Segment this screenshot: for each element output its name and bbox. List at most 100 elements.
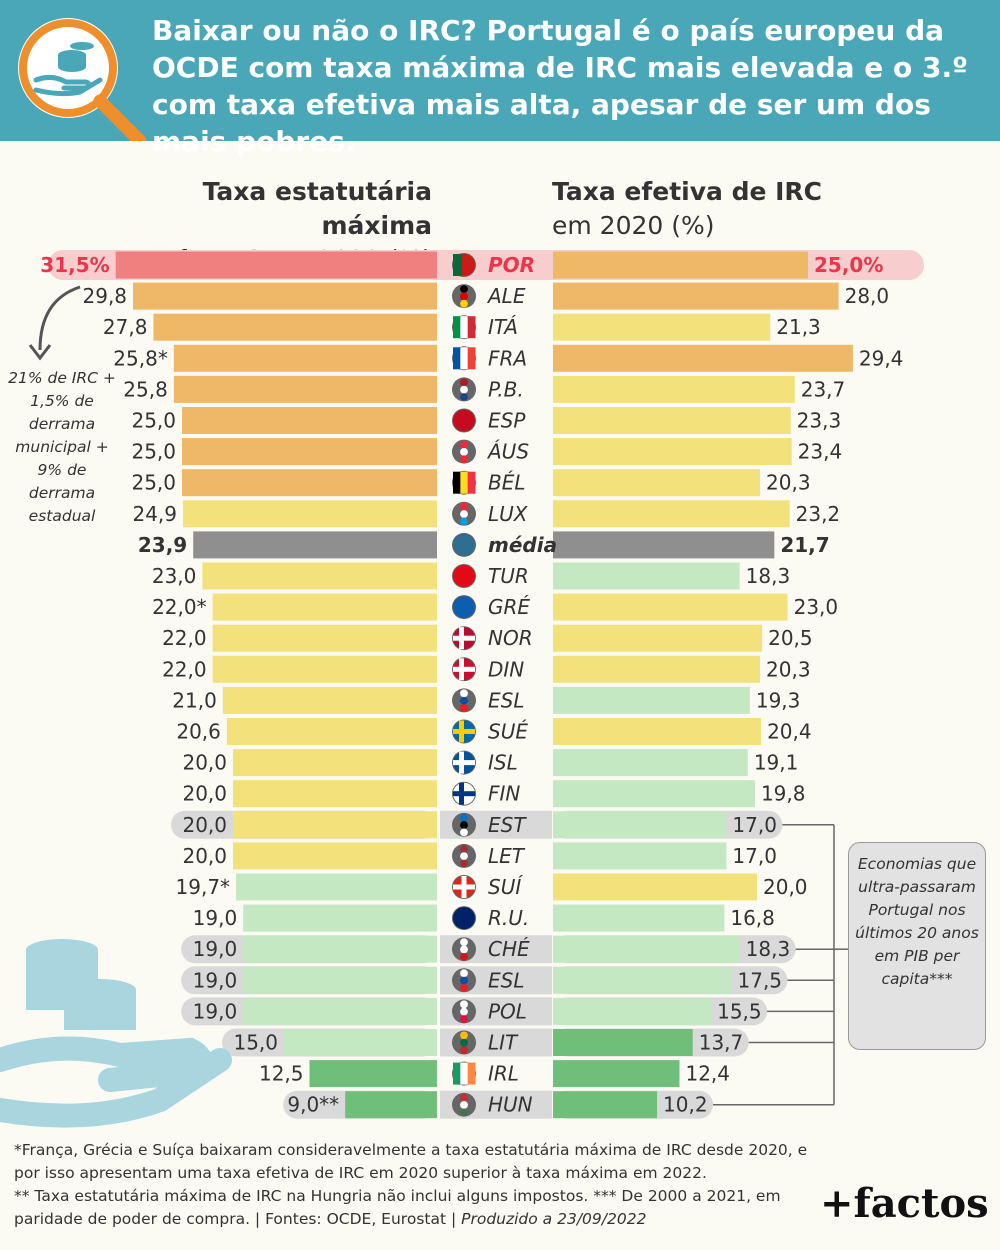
bar-left-LET [233, 842, 437, 870]
country-label-LET: LET [488, 844, 526, 868]
flag-stripe [453, 503, 475, 511]
country-label-CHÉ: CHÉ [488, 937, 530, 961]
bar-right-média [553, 531, 775, 559]
bar-right-FRA [553, 344, 853, 372]
footnote-2: ** Taxa estatutária máxima de IRC na Hun… [14, 1185, 814, 1231]
bar-left-BÉL [182, 469, 437, 497]
country-label-SUÍ: SUÍ [488, 875, 523, 899]
flag-stripe [453, 969, 475, 977]
value-label-right: 15,5 [717, 999, 762, 1023]
flag-stripe [453, 852, 475, 860]
value-label-right: 23,3 [797, 409, 842, 433]
bar-right-LET [553, 842, 727, 870]
value-label-right: 17,5 [738, 968, 783, 992]
right-heading-bold: Taxa efetiva de IRC [552, 177, 823, 206]
value-label-right: 20,3 [766, 657, 811, 681]
flag-stripe [453, 517, 475, 525]
annotation-arrowhead [28, 344, 52, 361]
value-label-right: 23,4 [798, 440, 843, 464]
value-label-left: 19,7* [176, 875, 231, 899]
flag-fill [453, 596, 475, 619]
flag-stripe [460, 1062, 469, 1085]
footnote-2-text: ** Taxa estatutária máxima de IRC na Hun… [14, 1187, 781, 1228]
bar-left-FIN [233, 780, 437, 808]
country-label-DIN: DIN [488, 657, 524, 681]
bar-left-ÁUS [182, 438, 437, 466]
value-label-left: 25,0 [131, 471, 176, 495]
header-banner: Baixar ou não o IRC? Portugal é o país e… [0, 0, 1000, 158]
footnotes: *França, Grécia e Suíça baixaram conside… [14, 1139, 814, 1231]
value-label-right: 13,7 [699, 1031, 744, 1055]
country-label-R.U.: R.U. [488, 906, 529, 930]
bar-right-ESL [553, 966, 732, 994]
bar-right-ALE [553, 282, 839, 310]
bar-left-ALE [133, 282, 438, 310]
value-label-left: 23,9 [138, 533, 187, 557]
value-label-left: 29,8 [83, 284, 128, 308]
bar-left-IRL [309, 1060, 437, 1088]
flag-stripe [453, 254, 462, 276]
flag-stripe [453, 1108, 475, 1116]
bar-left-DIN [212, 655, 437, 683]
value-label-right: 16,8 [730, 906, 775, 930]
flag-stripe [453, 1008, 475, 1016]
flag-stripe [453, 1039, 475, 1047]
bar-left-P.B. [173, 375, 437, 403]
butterfly-bar-chart: 31,5% 25,0% POR 29,8 28,0 ALE 27,8 21,3 ITÁ 25,8*… [0, 250, 924, 1128]
chart-title: Baixar ou não o IRC? Portugal é o país e… [152, 14, 968, 158]
flag-stripe [453, 455, 475, 463]
bar-left-HUN [345, 1091, 437, 1119]
bar-left-R.U. [243, 904, 437, 932]
value-label-right: 23,7 [801, 377, 846, 401]
value-label-right: 25,0% [814, 253, 883, 277]
value-label-left: 15,0 [233, 1031, 278, 1055]
country-label-ESP: ESP [488, 409, 526, 433]
country-label-HUN: HUN [488, 1093, 533, 1117]
flag-stripe [453, 510, 475, 518]
flag-stripe [453, 448, 475, 456]
portugal-tax-annotation: 21% de IRC + 1,5% de derrama municipal +… [8, 369, 116, 525]
value-label-right: 20,3 [766, 471, 811, 495]
flag-stripe [453, 860, 475, 868]
produced-date: Produzido a 23/09/2022 [461, 1210, 647, 1228]
flag-stripe [453, 285, 475, 293]
value-label-right: 10,2 [663, 1093, 708, 1117]
value-label-right: 17,0 [732, 813, 777, 837]
bar-right-POR [553, 251, 808, 279]
bar-right-LIT [553, 1029, 693, 1056]
bar-right-CHÉ [553, 935, 740, 963]
bar-left-ESP [182, 407, 437, 434]
value-label-left: 25,0 [131, 440, 176, 464]
flag-stripe [453, 828, 475, 836]
bar-right-ÁUS [553, 438, 792, 466]
flag-stripe [460, 316, 469, 339]
bar-right-POL [553, 997, 712, 1025]
bar-right-ITÁ [553, 313, 771, 341]
left-heading-bold: Taxa estatutária máxima [202, 177, 432, 240]
value-label-left: 19,0 [193, 906, 238, 930]
value-label-right: 21,7 [780, 533, 829, 557]
country-label-ESL: ESL [488, 968, 524, 992]
bar-right-ESL [553, 686, 750, 714]
country-label-SUÉ: SUÉ [488, 720, 528, 744]
country-label-TUR: TUR [488, 564, 529, 588]
bar-right-BÉL [553, 469, 761, 497]
bar-right-IRL [553, 1060, 680, 1088]
country-label-P.B.: P.B. [488, 377, 524, 401]
value-label-right: 18,3 [746, 937, 791, 961]
country-label-média: média [488, 533, 557, 557]
value-label-left: 22,0 [162, 626, 207, 650]
flag-fill [453, 565, 475, 587]
flag-stripe [453, 1101, 475, 1109]
flag-stripe [453, 1062, 461, 1085]
flag-stripe [453, 292, 475, 300]
value-label-left: 19,0 [193, 937, 238, 961]
value-label-right: 17,0 [732, 844, 777, 868]
flag-stripe [453, 316, 461, 339]
value-label-right: 29,4 [859, 346, 904, 370]
flag-stripe [453, 704, 475, 712]
value-label-left: 20,6 [176, 720, 221, 744]
value-label-left: 31,5% [40, 253, 109, 277]
country-label-LIT: LIT [488, 1031, 519, 1055]
value-label-left: 22,0* [152, 595, 207, 619]
